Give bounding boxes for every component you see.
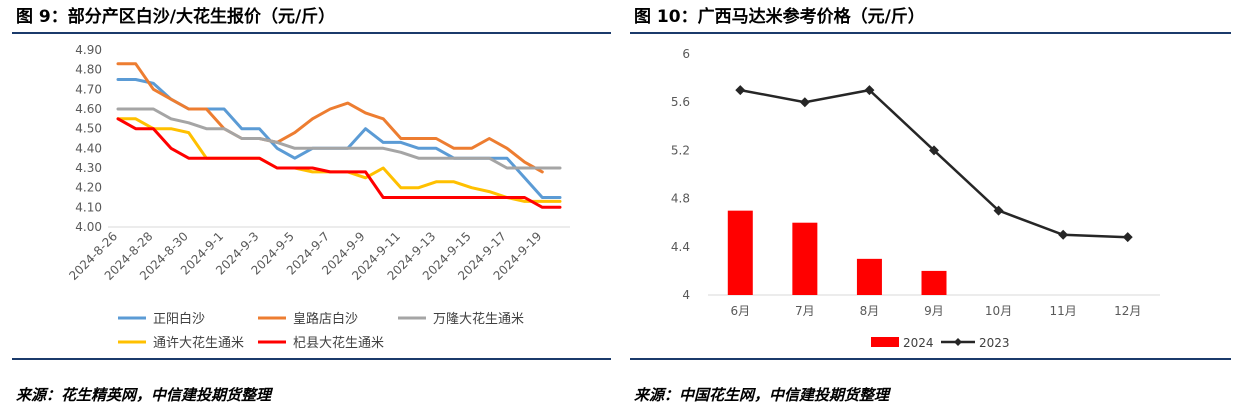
bar-2024	[921, 270, 947, 295]
y-tick-label: 4.40	[75, 141, 102, 155]
y-tick-label: 4.8	[671, 192, 690, 206]
y-tick-label: 5.2	[671, 143, 690, 157]
point-2023	[864, 85, 875, 96]
legend-label: 正阳白沙	[153, 311, 205, 327]
legend-label: 皇路店白沙	[293, 311, 358, 327]
y-tick-label: 4.70	[75, 82, 102, 96]
y-tick-label: 4.10	[75, 200, 102, 214]
left-source-note: 来源：花生精英网，中信建投期货整理	[16, 386, 272, 404]
left-chart-title: 图 9：部分产区白沙/大花生报价（元/斤）	[16, 7, 336, 27]
series-line-1	[116, 78, 562, 199]
x-tick-label: 7月	[795, 304, 815, 318]
point-2023	[993, 205, 1004, 216]
x-tick-label: 10月	[985, 304, 1012, 318]
series-line-2	[116, 62, 544, 174]
left-title-rule	[12, 32, 611, 34]
x-tick-label: 9月	[924, 304, 944, 318]
right-bottom-rule	[630, 358, 1231, 360]
legend-marker-2023	[954, 338, 962, 346]
x-tick-label: 12月	[1114, 304, 1141, 318]
y-tick-label: 4.30	[75, 161, 102, 175]
y-tick-label: 4	[682, 288, 690, 302]
y-tick-label: 4.20	[75, 181, 102, 195]
y-tick-label: 4.00	[75, 220, 102, 234]
y-tick-label: 4.4	[671, 240, 690, 254]
bar-2024	[727, 210, 753, 295]
y-tick-label: 4.90	[75, 43, 102, 57]
right-source-note: 来源：中国花生网，中信建投期货整理	[634, 386, 890, 404]
point-2023	[799, 97, 810, 108]
legend-label: 杞县大花生通米	[293, 335, 384, 351]
point-2023	[1122, 232, 1133, 243]
right-bar-line-chart: 4 4.4 4.8 5.2 5.6 6 6月 7月 8月 9月 10月 11月 12月 2024 2023	[671, 47, 1160, 350]
series-line-3	[116, 107, 562, 170]
y-tick-label: 4.60	[75, 102, 102, 116]
y-tick-label: 5.6	[671, 95, 690, 109]
x-tick-label: 11月	[1050, 304, 1077, 318]
x-tick-label: 6月	[730, 304, 750, 318]
y-tick-label: 4.50	[75, 122, 102, 136]
legend-label: 万隆大花生通米	[433, 311, 524, 327]
legend-label: 通许大花生通米	[153, 335, 244, 351]
y-tick-label: 6	[682, 47, 690, 61]
series-line-5	[116, 117, 562, 209]
left-line-chart: 4.00 4.10 4.20 4.30 4.40 4.50 4.60 4.70 4.80 4.90…	[66, 43, 570, 351]
bar-2024	[792, 222, 818, 295]
bar-2024	[856, 258, 882, 295]
point-2023	[929, 145, 939, 156]
left-bottom-rule	[12, 358, 611, 360]
line-2023	[740, 88, 1128, 239]
legend-swatch-2024	[871, 337, 899, 347]
point-2023	[1058, 229, 1069, 240]
y-tick-label: 4.80	[75, 63, 102, 77]
right-chart-title: 图 10：广西马达米参考价格（元/斤）	[634, 7, 925, 27]
x-tick-label: 8月	[860, 304, 880, 318]
legend-label-2023: 2023	[979, 336, 1010, 350]
point-2023	[735, 85, 746, 96]
legend-label-2024: 2024	[903, 336, 934, 350]
right-title-rule	[630, 32, 1231, 34]
